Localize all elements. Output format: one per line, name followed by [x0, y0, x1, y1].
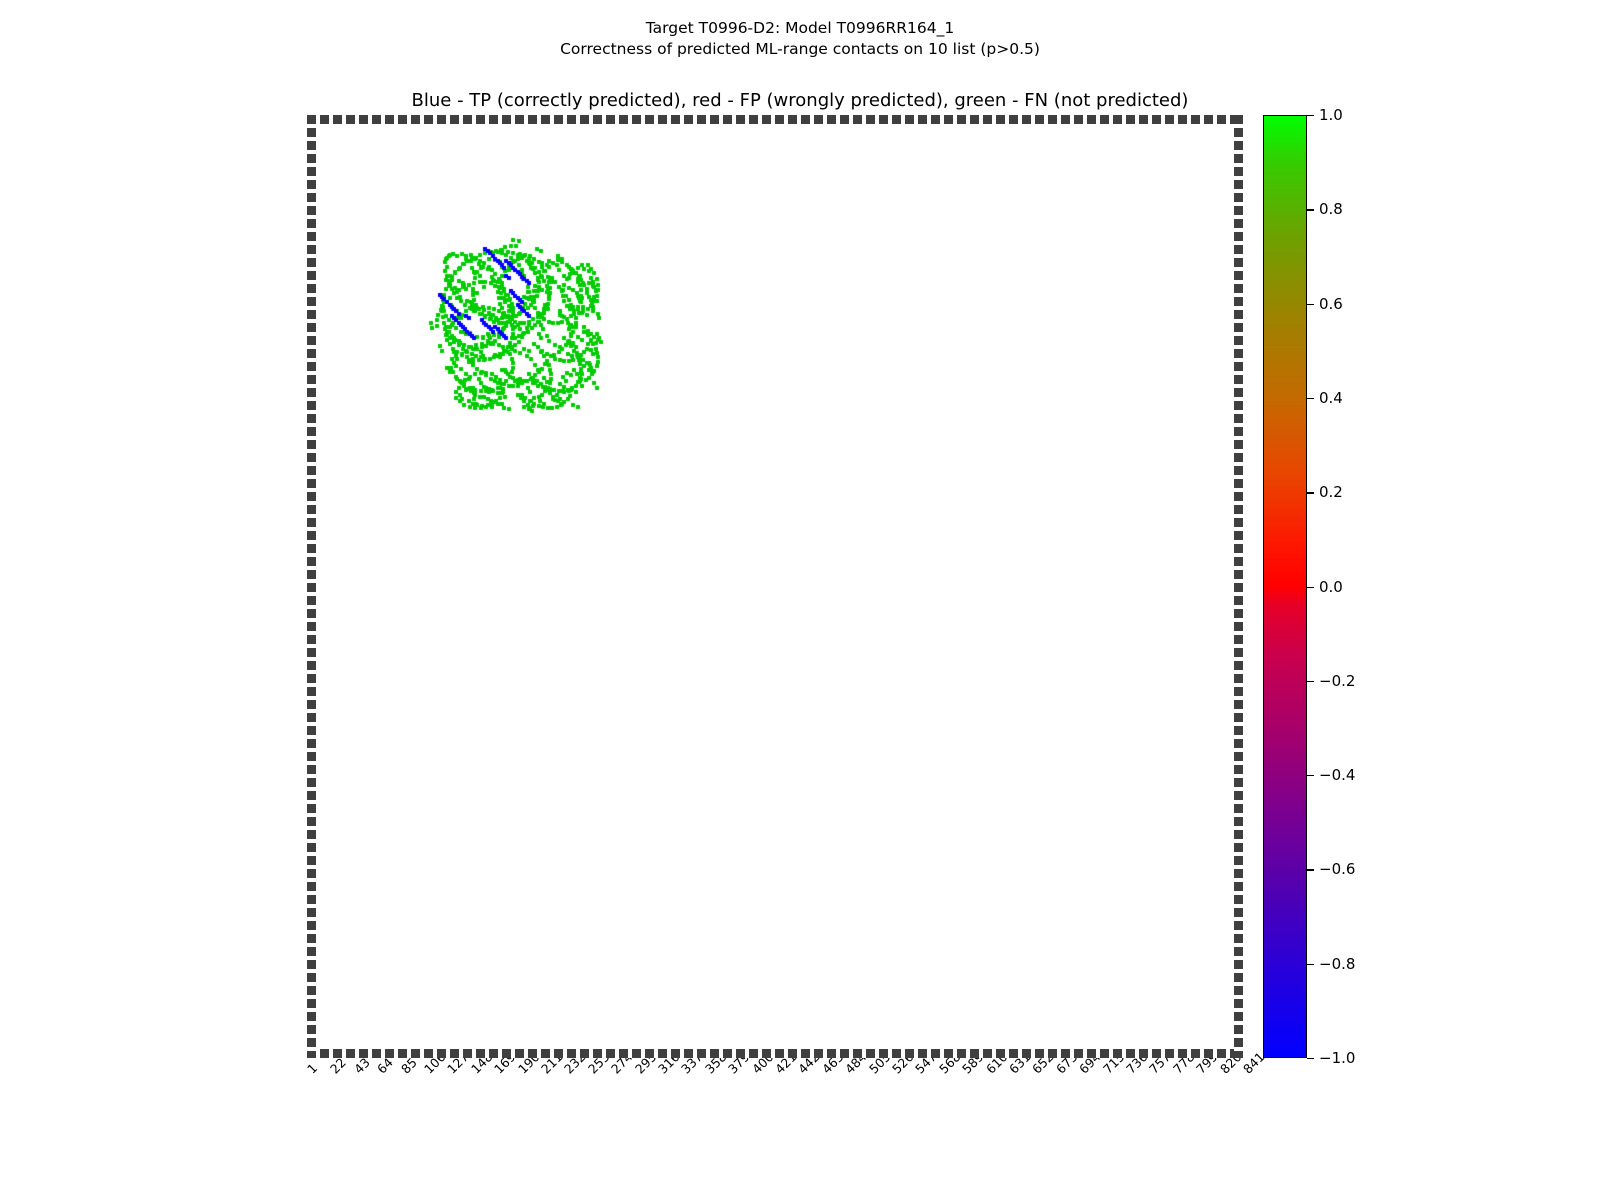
x-tick-label: 85 [397, 1054, 420, 1077]
contact-scatter-canvas [307, 115, 1243, 1058]
colorbar-tick [1307, 1058, 1314, 1060]
figure-title: Target T0996-D2: Model T0996RR164_1 Corr… [0, 18, 1600, 60]
colorbar-tick [1307, 115, 1314, 117]
x-tick-label: 22 [327, 1054, 350, 1077]
colorbar-tick-label: 0.8 [1319, 200, 1343, 219]
colorbar-tick [1307, 680, 1314, 683]
colorbar-tick-label: −0.8 [1319, 954, 1356, 973]
title-line-2: Correctness of predicted ML-range contac… [560, 40, 1040, 58]
colorbar-tick-label: 0.0 [1319, 577, 1343, 596]
plot-border-right [1234, 115, 1243, 1058]
colorbar-tick-label: −0.2 [1319, 671, 1356, 690]
colorbar-tick-label: −0.4 [1319, 766, 1356, 785]
colorbar-tick-label: 0.6 [1319, 294, 1343, 313]
x-tick-label: 43 [350, 1054, 373, 1077]
title-line-1: Target T0996-D2: Model T0996RR164_1 [645, 19, 955, 37]
plot-area [307, 115, 1243, 1058]
colorbar-tick [1307, 869, 1314, 871]
colorbar-tick-label: −0.6 [1319, 860, 1356, 879]
colorbar-tick [1307, 492, 1314, 494]
plot-border-left [307, 115, 316, 1058]
contact-map-plot[interactable] [307, 115, 1243, 1058]
colorbar-tick-label: −1.0 [1319, 1049, 1356, 1067]
legend-description: Blue - TP (correctly predicted), red - F… [411, 90, 1189, 111]
colorbar-tick [1307, 963, 1314, 966]
x-tick-label: 1 [304, 1060, 321, 1077]
colorbar-tick [1307, 209, 1314, 211]
colorbar-tick [1307, 586, 1314, 588]
colorbar-tick-label: 1.0 [1319, 106, 1343, 124]
plot-border-top [307, 115, 1243, 124]
colorbar-gradient [1263, 115, 1307, 1058]
colorbar-tick [1307, 775, 1314, 777]
colorbar-tick [1307, 397, 1314, 400]
colorbar-tick-label: 0.2 [1319, 483, 1343, 502]
colorbar-tick-label: 0.4 [1319, 388, 1343, 407]
x-tick-label: 64 [374, 1054, 397, 1077]
plot-border-bottom [307, 1049, 1243, 1058]
colorbar[interactable]: −1.0 −0.8 −0.6 −0.4 −0.2 0.0 0.2 0.4 0.6 0.8 1.0 [1263, 106, 1355, 1067]
colorbar-tick [1307, 303, 1314, 305]
